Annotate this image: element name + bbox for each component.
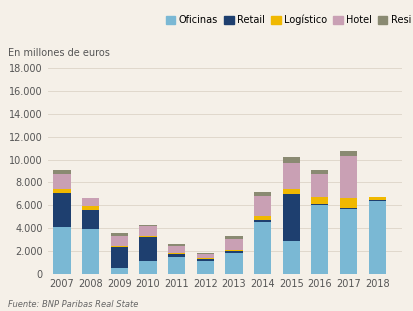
Bar: [311, 170, 328, 174]
Bar: [225, 239, 242, 250]
Bar: [339, 198, 356, 207]
Bar: [139, 225, 156, 226]
Bar: [196, 258, 214, 259]
Bar: [110, 236, 128, 246]
Bar: [282, 157, 299, 163]
Bar: [53, 174, 70, 189]
Bar: [282, 241, 299, 274]
Bar: [53, 189, 70, 193]
Bar: [339, 156, 356, 198]
Bar: [168, 253, 185, 254]
Bar: [53, 193, 70, 227]
Bar: [196, 253, 214, 254]
Bar: [82, 229, 99, 274]
Bar: [53, 170, 70, 174]
Bar: [82, 207, 99, 210]
Bar: [139, 236, 156, 237]
Bar: [225, 250, 242, 251]
Bar: [253, 220, 271, 222]
Bar: [168, 244, 185, 246]
Bar: [253, 192, 271, 196]
Bar: [368, 201, 385, 274]
Bar: [225, 251, 242, 253]
Bar: [110, 268, 128, 274]
Bar: [196, 254, 214, 258]
Bar: [139, 237, 156, 261]
Bar: [368, 197, 385, 200]
Bar: [196, 261, 214, 274]
Bar: [53, 227, 70, 274]
Bar: [110, 246, 128, 248]
Bar: [168, 254, 185, 257]
Bar: [82, 198, 99, 207]
Bar: [196, 259, 214, 261]
Bar: [311, 174, 328, 197]
Bar: [253, 222, 271, 274]
Bar: [339, 209, 356, 274]
Bar: [110, 248, 128, 268]
Bar: [139, 226, 156, 236]
Bar: [311, 204, 328, 205]
Bar: [339, 151, 356, 156]
Bar: [225, 236, 242, 239]
Bar: [253, 216, 271, 220]
Bar: [282, 189, 299, 194]
Bar: [253, 196, 271, 216]
Bar: [168, 257, 185, 274]
Bar: [339, 207, 356, 209]
Bar: [282, 163, 299, 189]
Bar: [311, 205, 328, 274]
Bar: [282, 194, 299, 241]
Text: Fuente: BNP Paribas Real State: Fuente: BNP Paribas Real State: [8, 300, 138, 309]
Bar: [139, 261, 156, 274]
Text: En millones de euros: En millones de euros: [8, 48, 110, 58]
Bar: [168, 246, 185, 253]
Bar: [110, 233, 128, 236]
Bar: [311, 197, 328, 204]
Legend: Oficinas, Retail, Logístico, Hotel, Resi: Oficinas, Retail, Logístico, Hotel, Resi: [165, 15, 410, 25]
Bar: [225, 253, 242, 274]
Bar: [82, 210, 99, 229]
Bar: [368, 200, 385, 201]
